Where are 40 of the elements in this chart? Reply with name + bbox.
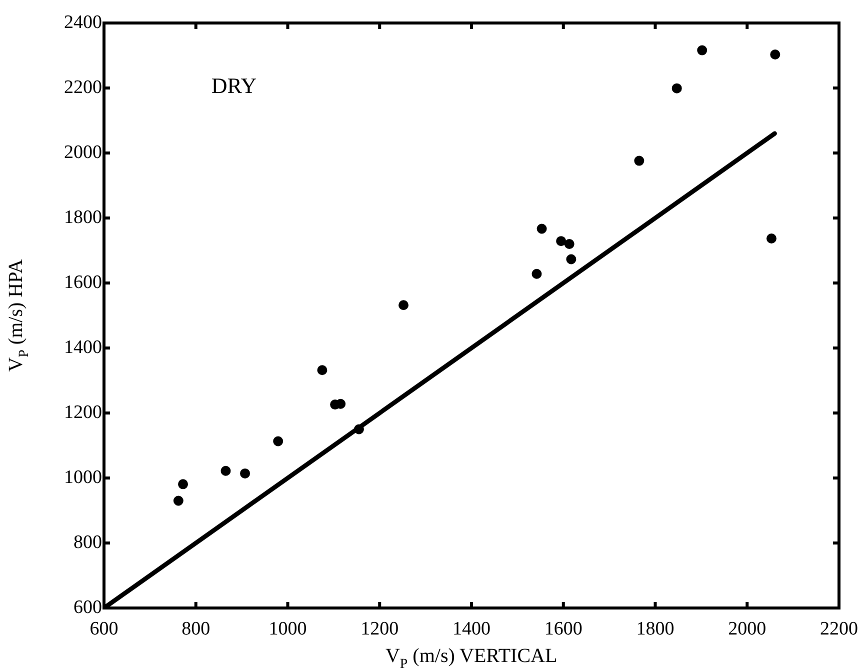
y-tick-label: 1600 xyxy=(64,272,102,293)
point xyxy=(634,156,644,166)
point xyxy=(178,479,188,490)
point xyxy=(770,50,780,60)
point xyxy=(556,236,566,246)
x-tick-label: 800 xyxy=(182,618,210,640)
x-tick-label: 1200 xyxy=(360,618,399,640)
x-tick-label: 1000 xyxy=(268,618,307,640)
y-tick-label: 800 xyxy=(74,532,102,553)
x-tick-label: 600 xyxy=(90,618,118,640)
y-tick-label: 1800 xyxy=(64,206,102,228)
y-tick-label: 2400 xyxy=(64,12,102,33)
y-tick-label: 600 xyxy=(74,596,102,618)
point xyxy=(173,496,184,506)
point xyxy=(766,233,776,244)
annotation: DRY xyxy=(211,73,257,98)
x-tick-label: 2200 xyxy=(820,618,858,640)
y-tick-label: 2200 xyxy=(64,76,102,98)
y-tick-label: 2000 xyxy=(64,142,102,163)
x-tick-label: 1800 xyxy=(636,618,674,640)
y-axis-title: VP (m/s) HPA xyxy=(5,258,32,372)
y-tick-label: 1400 xyxy=(64,336,102,358)
x-tick-label: 1400 xyxy=(452,618,490,640)
point xyxy=(398,300,409,310)
x-tick-label: 2000 xyxy=(728,618,766,640)
point xyxy=(566,254,576,264)
point xyxy=(220,466,231,476)
x-tick-label: 1600 xyxy=(544,618,582,640)
y-tick-label: 1200 xyxy=(64,402,102,423)
point xyxy=(240,468,250,478)
point xyxy=(317,365,328,376)
point xyxy=(532,268,542,279)
point xyxy=(564,239,574,249)
point xyxy=(536,224,547,234)
y-tick-label: 1000 xyxy=(64,466,102,488)
point xyxy=(354,424,364,434)
point xyxy=(336,398,346,409)
point xyxy=(273,436,284,446)
point xyxy=(672,83,682,94)
point xyxy=(697,45,708,56)
